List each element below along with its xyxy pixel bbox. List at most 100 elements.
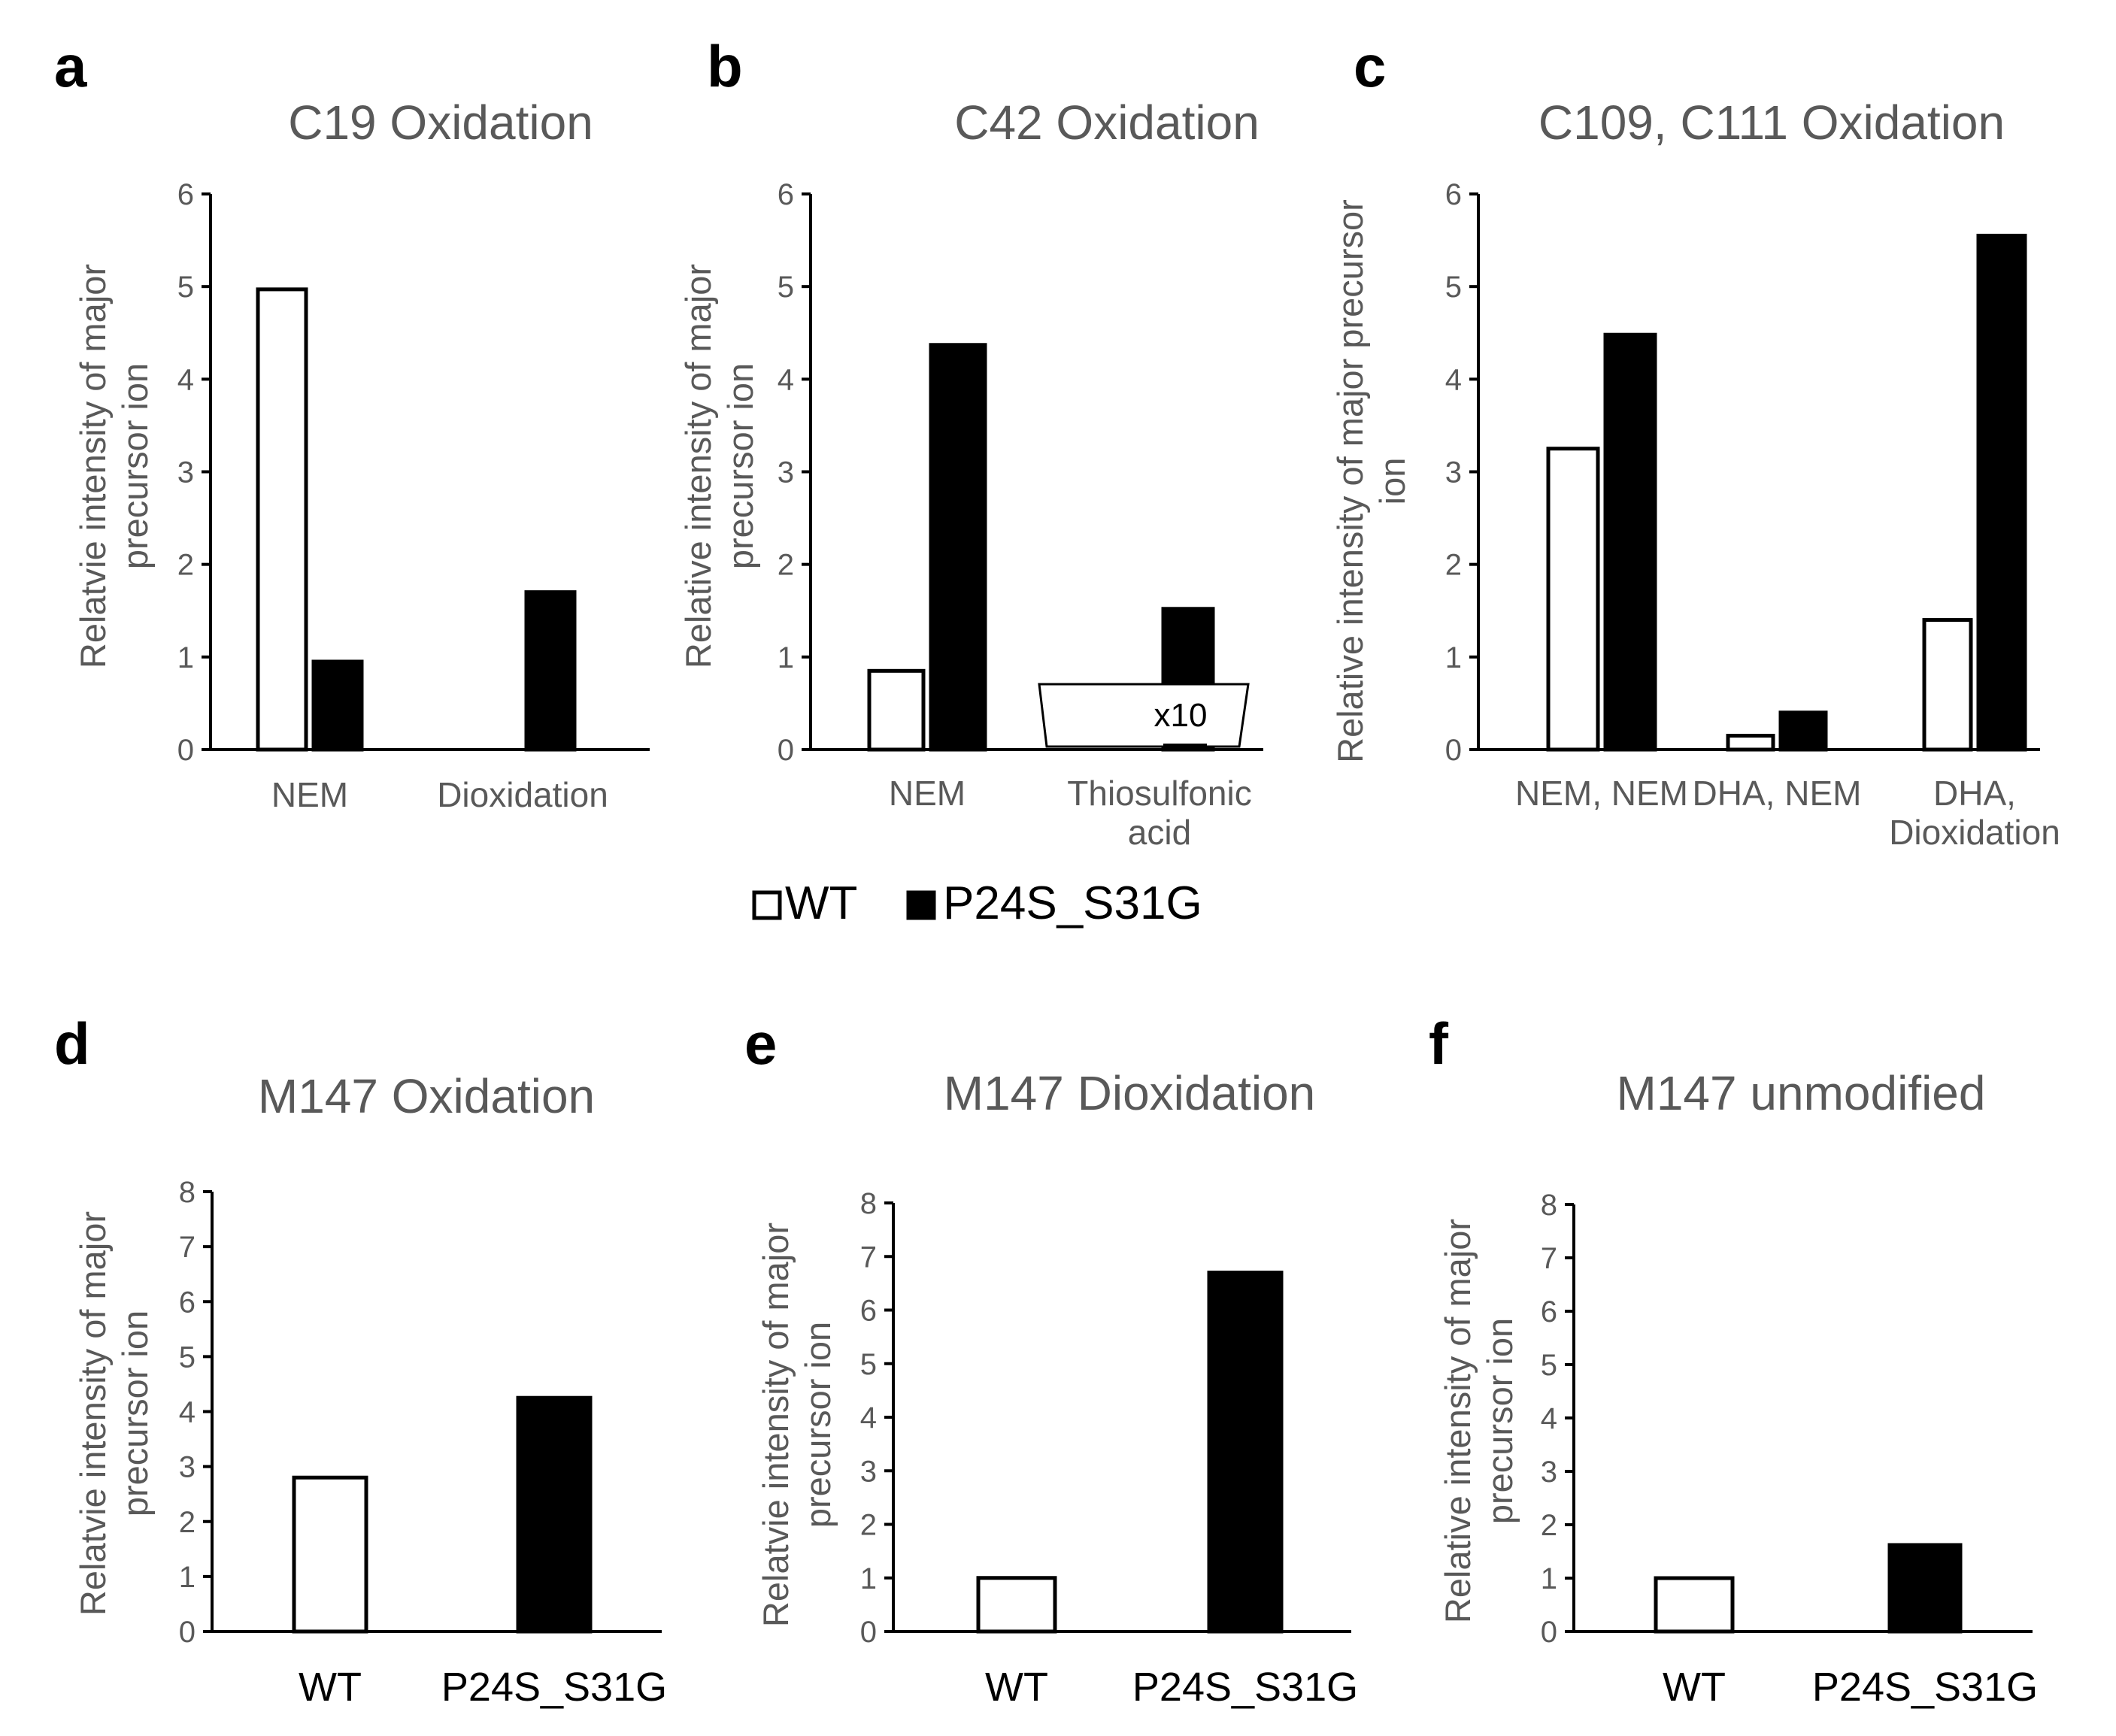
panel-f: f M147 unmodified 0 1 2 3 4 5 6 7 8 Relative intens… bbox=[1429, 1010, 2038, 1710]
panel-a-y-axis-label-line: precursor ion bbox=[115, 363, 155, 569]
panel-b-inset-box bbox=[1038, 683, 1250, 748]
panel-f-y-axis-label-line: precursor ion bbox=[1480, 1318, 1520, 1524]
panel-e-category-label-line: P24S_S31G bbox=[1132, 1665, 1358, 1710]
panel-a-y-axis-label: Relatvie intensity of majorprecursor ion bbox=[73, 264, 155, 668]
panel-a: a C19 Oxidation 0 1 2 3 4 5 6 Relatvie intensity … bbox=[54, 33, 650, 814]
panel-f-category-label-line: WT bbox=[1663, 1665, 1726, 1710]
panel-f-y-tick-label: 3 bbox=[1541, 1456, 1557, 1489]
panel-b-category-label-line: NEM bbox=[889, 774, 966, 813]
panel-c-y-tick-label: 2 bbox=[1445, 549, 1462, 582]
panel-c-title: C109, C111 Oxidation bbox=[1538, 95, 2005, 150]
panel-f-letter: f bbox=[1429, 1010, 1449, 1077]
panel-c-bar-wt-nem-nem bbox=[1546, 447, 1600, 752]
panel-f-category-label: WT bbox=[1663, 1665, 1726, 1710]
legend-label-p24s-s31g: P24S_S31G bbox=[943, 877, 1202, 929]
panel-e-y-tick-label: 2 bbox=[860, 1509, 877, 1542]
panel-c-y-axis-label-line: ion bbox=[1372, 458, 1412, 505]
panel-c-y-tick-label: 6 bbox=[1445, 178, 1462, 211]
panel-b-y-tick-label: 2 bbox=[778, 549, 794, 582]
panel-d-y-tick-label: 4 bbox=[179, 1396, 196, 1429]
panel-e-y-tick-label: 7 bbox=[860, 1241, 877, 1274]
panel-a-bar-wt-nem bbox=[256, 287, 308, 752]
panel-b-inset-bar-p24s-s31g bbox=[1163, 744, 1207, 747]
panel-c-category-label: DHA, NEM bbox=[1693, 774, 1862, 813]
panel-d-y-tick-label: 5 bbox=[179, 1341, 196, 1374]
panel-c-category-label-line: DHA, bbox=[1933, 774, 2016, 813]
panel-c-category-label: DHA, Dioxidation bbox=[1889, 774, 2060, 852]
panel-c-bar-wt-dha-dioxidation bbox=[1922, 618, 1973, 752]
panel-b-category-label: Thiosulfonic acid bbox=[1067, 774, 1251, 852]
panel-c-y-tick-label: 0 bbox=[1445, 734, 1462, 767]
panel-e-y-tick-label: 4 bbox=[860, 1401, 877, 1435]
panel-b-letter: b bbox=[707, 33, 743, 99]
panel-b-title: C42 Oxidation bbox=[954, 95, 1260, 150]
panel-d-category-label-line: WT bbox=[299, 1665, 362, 1710]
panel-c-bar-p24s-s31g-dha-dioxidation bbox=[1976, 233, 2027, 752]
panel-a-bar-p24s-s31g-dioxidation bbox=[524, 590, 577, 752]
panel-c-category-label: NEM, NEM bbox=[1515, 774, 1688, 813]
legend-label-wt: WT bbox=[785, 877, 857, 929]
panel-b-category-label: NEM bbox=[889, 774, 966, 813]
panel-f-bar-wt-wt bbox=[1654, 1576, 1735, 1634]
panel-d-category-label: P24S_S31G bbox=[441, 1665, 667, 1710]
panel-e-category-label: P24S_S31G bbox=[1132, 1665, 1358, 1710]
panel-e-y-tick-label: 6 bbox=[860, 1295, 877, 1328]
panel-a-y-tick-label: 5 bbox=[177, 271, 194, 304]
legend: WT P24S_S31G bbox=[752, 877, 1202, 929]
panel-d-bar-p24s-s31g-p24s-s31g bbox=[516, 1395, 593, 1634]
panel-d: d M147 Oxidation 0 1 2 3 4 5 6 7 8 Relatvie intensi… bbox=[54, 1010, 667, 1710]
panel-b-y-tick-label: 6 bbox=[778, 178, 794, 211]
panel-e-bar-p24s-s31g-p24s-s31g bbox=[1207, 1271, 1284, 1634]
panel-a-category-label: NEM bbox=[271, 775, 348, 814]
panel-b: b C42 Oxidation 0 1 2 3 4 5 6 Relative intensity … bbox=[678, 33, 1263, 852]
panel-c-bar-p24s-s31g-dha-nem bbox=[1778, 710, 1828, 752]
panel-b-y-axis-label-line: Relative intensity of major bbox=[678, 264, 718, 668]
legend-swatch-p24s-s31g bbox=[906, 890, 936, 920]
panel-f-y-tick-label: 4 bbox=[1541, 1402, 1557, 1435]
panel-d-y-axis-label: Relatvie intensity of majorprecursor ion bbox=[73, 1211, 155, 1616]
panel-a-category-label: Dioxidation bbox=[437, 775, 608, 814]
panel-b-y-tick-label: 4 bbox=[778, 363, 794, 396]
panel-f-y-axis-label: Relative intensity of majorprecursor ion bbox=[1438, 1219, 1520, 1623]
panel-b-y-tick-label: 0 bbox=[778, 734, 794, 767]
panel-c-y-axis-label: Relative intensity of major precursorion bbox=[1330, 199, 1412, 763]
panel-b-category-label-line: acid bbox=[1128, 813, 1191, 852]
panel-d-y-tick-label: 8 bbox=[179, 1176, 196, 1209]
panel-e-y-tick-label: 3 bbox=[860, 1455, 877, 1488]
panel-f-y-tick-label: 7 bbox=[1541, 1242, 1557, 1275]
panel-a-y-tick-label: 0 bbox=[177, 734, 194, 767]
panel-f-y-tick-label: 2 bbox=[1541, 1509, 1557, 1542]
panel-c-bar-wt-dha-nem bbox=[1726, 734, 1775, 752]
panel-d-y-axis-label-line: Relatvie intensity of major bbox=[73, 1211, 113, 1616]
panel-a-category-label-line: Dioxidation bbox=[437, 775, 608, 814]
panel-d-bar-wt-wt bbox=[292, 1475, 368, 1634]
panel-e-y-tick-label: 5 bbox=[860, 1348, 877, 1381]
panel-a-letter: a bbox=[54, 33, 87, 99]
panel-a-y-tick-label: 6 bbox=[177, 178, 194, 211]
panel-b-y-axis-label: Relative intensity of majorprecursor ion bbox=[678, 264, 760, 668]
panel-c-y-tick-label: 1 bbox=[1445, 641, 1462, 674]
panel-c-y-tick-label: 3 bbox=[1445, 456, 1462, 489]
panel-d-y-tick-label: 6 bbox=[179, 1286, 196, 1319]
panel-d-y-tick-label: 2 bbox=[179, 1506, 196, 1539]
panel-e-category-label: WT bbox=[985, 1665, 1048, 1710]
panel-f-category-label-line: P24S_S31G bbox=[1812, 1665, 2038, 1710]
panel-b-bar-p24s-s31g-nem bbox=[929, 343, 987, 752]
panel-d-title: M147 Oxidation bbox=[258, 1069, 595, 1123]
panel-b-y-axis-label-line: precursor ion bbox=[720, 363, 760, 569]
panel-f-y-tick-label: 6 bbox=[1541, 1295, 1557, 1329]
panel-f-bar-p24s-s31g-p24s-s31g bbox=[1887, 1543, 1963, 1634]
panel-c-letter: c bbox=[1354, 33, 1386, 99]
panel-c-category-label-line: NEM, NEM bbox=[1515, 774, 1688, 813]
panel-a-y-tick-label: 1 bbox=[177, 641, 194, 674]
panel-d-y-tick-label: 1 bbox=[179, 1561, 196, 1594]
panel-e-category-label-line: WT bbox=[985, 1665, 1048, 1710]
panel-e-letter: e bbox=[744, 1010, 777, 1077]
panel-b-category-label-line: Thiosulfonic bbox=[1067, 774, 1251, 813]
panel-a-y-axis-label-line: Relatvie intensity of major bbox=[73, 264, 113, 668]
panel-e-y-tick-label: 8 bbox=[860, 1187, 877, 1220]
panel-f-y-axis-label-line: Relative intensity of major bbox=[1438, 1219, 1478, 1623]
panel-b-y-tick-label: 3 bbox=[778, 456, 794, 489]
panel-f-y-tick-label: 0 bbox=[1541, 1616, 1557, 1649]
panel-d-y-tick-label: 3 bbox=[179, 1451, 196, 1484]
